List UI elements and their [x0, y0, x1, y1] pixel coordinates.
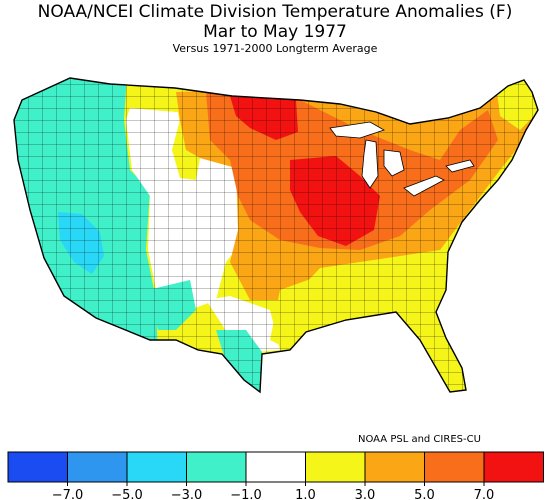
- legend-tick-label: −5.0: [111, 488, 143, 500]
- legend-tick-label: −7.0: [52, 488, 84, 500]
- legend-swatch-8: [424, 451, 485, 483]
- credit-label: NOAA PSL and CIRES-CU: [358, 434, 481, 445]
- legend-swatch-4: [186, 451, 247, 483]
- lake-huron: [383, 149, 405, 177]
- legend-swatch-7: [364, 451, 425, 483]
- legend-swatch-5: [245, 451, 306, 483]
- legend-swatch-3: [126, 451, 187, 483]
- map-subtitle: Versus 1971-2000 Longterm Average: [172, 42, 378, 55]
- legend-tick-label: −1.0: [230, 488, 262, 500]
- great-lakes: [329, 121, 475, 197]
- map-period: Mar to May 1977: [203, 22, 347, 42]
- legend-tick-label: 1.0: [295, 488, 316, 500]
- legend-swatch-2: [67, 451, 128, 483]
- lake-ontario: [445, 159, 475, 173]
- legend-tick-label: −3.0: [171, 488, 203, 500]
- map-title: NOAA/NCEI Climate Division Temperature A…: [37, 2, 513, 22]
- lake-erie: [403, 175, 445, 197]
- legend-tick-label: 3.0: [355, 488, 376, 500]
- lake-michigan: [361, 139, 379, 189]
- legend-tick-label: 5.0: [414, 488, 435, 500]
- legend-swatch-1: [7, 451, 68, 483]
- lake-superior: [329, 121, 385, 139]
- us-outline: [13, 77, 539, 394]
- legend-swatch-9: [483, 451, 544, 483]
- legend-swatch-6: [305, 451, 366, 483]
- legend-tick-label: 7.0: [474, 488, 495, 500]
